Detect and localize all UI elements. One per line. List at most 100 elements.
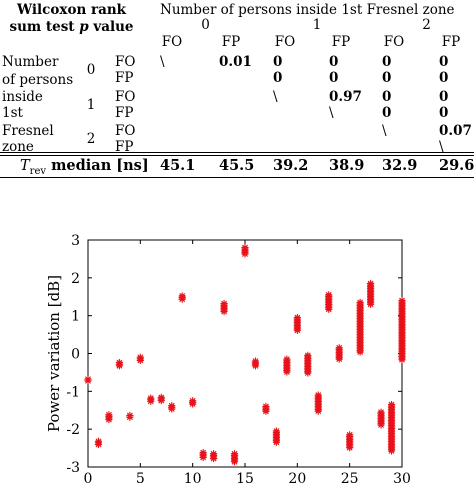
- y-tick-label: -3: [66, 460, 80, 476]
- col-label: FO: [274, 34, 296, 50]
- y-tick-label: -1: [66, 384, 80, 400]
- row-label: FP: [115, 70, 134, 86]
- data-point: [210, 450, 218, 463]
- y-tick-label: 0: [71, 347, 80, 363]
- row-header-line: Fresnel: [2, 123, 54, 139]
- table-cell: 0: [273, 54, 283, 70]
- median-value: 39.2: [273, 157, 309, 174]
- table-cell: 0: [273, 70, 283, 86]
- y-axis-label: Power variation [dB]: [45, 275, 63, 432]
- table-cell: 0: [382, 105, 392, 121]
- diagonal-cell: \: [160, 54, 165, 70]
- top-rule: [0, 152, 474, 154]
- corner-header-line2: sum test p value: [0, 19, 143, 35]
- corner-header-text: sum test: [9, 19, 80, 35]
- table-cell: 0: [329, 54, 339, 70]
- data-point: [346, 431, 354, 452]
- data-point: [387, 400, 396, 455]
- table-cell: 0: [382, 70, 392, 86]
- data-point: [178, 292, 186, 303]
- x-tick-label: 10: [184, 471, 202, 487]
- y-tick-label: 1: [71, 309, 80, 325]
- data-point: [230, 450, 239, 466]
- median-label-text: median [ns]: [46, 157, 149, 174]
- table-cell: 0: [382, 54, 392, 70]
- median-value: 45.1: [160, 157, 196, 174]
- data-point: [283, 355, 291, 376]
- x-tick-label: 15: [236, 471, 254, 487]
- data-point: [262, 402, 270, 415]
- table-cell: 0: [439, 54, 449, 70]
- data-point: [189, 397, 197, 408]
- table-cell: 0: [439, 89, 449, 105]
- row-label: FP: [115, 139, 134, 155]
- data-point: [147, 394, 155, 405]
- median-value: 38.9: [329, 157, 365, 174]
- row-group-2: 2: [86, 131, 96, 147]
- corner-header-text-end: value: [88, 19, 134, 35]
- data-point: [199, 449, 207, 462]
- row-header-line: of persons: [2, 72, 74, 88]
- row-group-1: 1: [86, 97, 96, 113]
- y-tick-label: 3: [71, 233, 80, 249]
- diagonal-cell: \: [439, 139, 444, 155]
- median-value: 32.9: [382, 157, 418, 174]
- col-group-1: 1: [312, 17, 322, 33]
- data-point: [272, 427, 280, 446]
- col-label: FO: [161, 34, 183, 50]
- x-tick-label: 0: [84, 471, 93, 487]
- data-point: [377, 408, 385, 429]
- power-variation-scatter: 0 5 10 15 20 25 30 -3 -2 -1 0 1 2 3 Power variation [d…: [45, 233, 411, 487]
- x-tick-label: 25: [341, 471, 359, 487]
- data-point: [304, 351, 312, 377]
- y-tick-label: -2: [66, 422, 80, 438]
- diagonal-cell: \: [382, 123, 387, 139]
- diagonal-cell: \: [273, 89, 278, 105]
- median-value: 45.5: [219, 157, 255, 174]
- x-tick-label: 5: [136, 471, 145, 487]
- col-label: FP: [331, 34, 351, 50]
- data-point: [293, 313, 301, 334]
- median-rule: [0, 155, 474, 157]
- data-point: [220, 299, 228, 316]
- median-value: 29.6: [439, 157, 474, 174]
- row-label: FO: [115, 123, 136, 139]
- row-label: FP: [115, 105, 134, 121]
- p-symbol: p: [79, 19, 89, 35]
- data-point: [398, 296, 406, 364]
- row-header-line: zone: [2, 139, 34, 155]
- table-cell: 0: [439, 105, 449, 121]
- data-point: [136, 353, 144, 365]
- corner-header-line1: Wilcoxon rank: [16, 2, 126, 18]
- data-point: [241, 243, 249, 258]
- table-cell: 0: [439, 70, 449, 86]
- x-tick-label: 20: [288, 471, 306, 487]
- rev-subscript: rev: [29, 165, 47, 177]
- table-cell: 0.01: [219, 54, 252, 70]
- group-header: Number of persons inside 1st Fresnel zon…: [160, 2, 455, 18]
- x-tick-label: 30: [393, 471, 411, 487]
- row-label: FO: [115, 54, 136, 70]
- row-header-line: Number: [2, 54, 59, 70]
- col-label: FP: [441, 34, 461, 50]
- col-group-2: 2: [422, 17, 431, 33]
- table-cell: 0: [382, 89, 392, 105]
- col-group-0: 0: [201, 17, 210, 33]
- diagonal-cell: \: [329, 105, 334, 121]
- median-row-label: Trev median [ns]: [20, 157, 149, 177]
- row-header-line: 1st: [2, 105, 23, 121]
- data-point: [335, 344, 343, 363]
- data-point: [84, 375, 92, 385]
- table-cell: 0.97: [329, 89, 362, 105]
- table-cell: 0: [329, 70, 339, 86]
- col-label: FP: [221, 34, 241, 50]
- data-point: [157, 393, 165, 405]
- col-label: FO: [383, 34, 405, 50]
- t-symbol: T: [20, 158, 30, 174]
- y-tick-label: 2: [71, 271, 80, 287]
- row-label: FO: [115, 89, 136, 105]
- data-point: [356, 298, 364, 356]
- row-group-0: 0: [86, 62, 96, 78]
- table-cell: 0.07: [439, 123, 472, 139]
- data-point: [325, 291, 333, 313]
